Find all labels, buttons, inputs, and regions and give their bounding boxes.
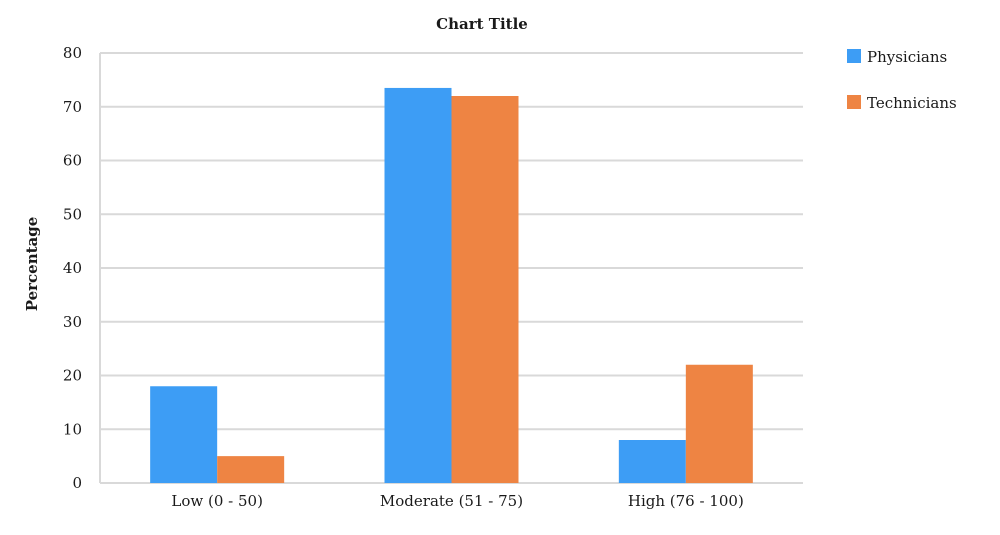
y-tick-label: 10 (63, 420, 82, 438)
y-axis-label: Percentage (23, 217, 41, 312)
legend-label: Technicians (867, 94, 957, 112)
y-tick-label: 50 (63, 205, 82, 223)
y-tick-label: 80 (63, 44, 82, 62)
legend-swatch (847, 95, 861, 109)
bar-technicians-2 (685, 364, 753, 483)
y-tick-label: 60 (63, 152, 82, 170)
bars (150, 87, 753, 483)
legend-label: Physicians (867, 48, 947, 66)
bar-physicians-0 (150, 386, 218, 483)
bar-technicians-1 (451, 96, 519, 483)
y-tick-labels: 0 10 20 30 40 50 60 70 80 (63, 44, 82, 492)
y-tick-label: 0 (72, 474, 82, 492)
legend-swatch (847, 49, 861, 63)
y-tick-label: 40 (63, 259, 82, 277)
y-tick-label: 20 (63, 367, 82, 385)
bar-technicians-0 (217, 456, 285, 483)
x-tick-label: Low (0 - 50) (171, 492, 263, 510)
bar-physicians-2 (618, 440, 686, 483)
chart-title: Chart Title (436, 15, 528, 33)
bar-physicians-1 (384, 87, 452, 483)
x-tick-label: High (76 - 100) (628, 492, 744, 510)
y-tick-label: 70 (63, 98, 82, 116)
x-tick-labels: Low (0 - 50) Moderate (51 - 75) High (76 -… (171, 492, 743, 510)
y-tick-label: 30 (63, 313, 82, 331)
legend: Physicians Technicians (847, 48, 957, 112)
x-tick-label: Moderate (51 - 75) (380, 492, 523, 510)
